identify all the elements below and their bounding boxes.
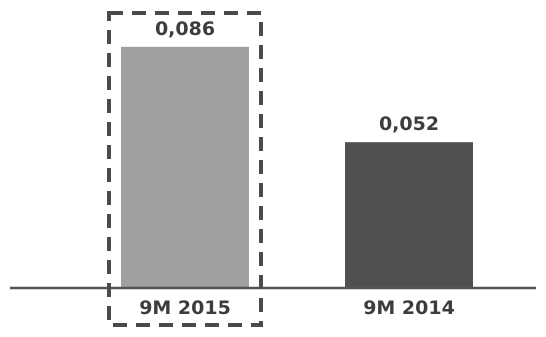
value-label-1: 0,052	[379, 113, 439, 135]
labels-layer: 0,086 9M 2015 0,052 9M 2014	[139, 18, 455, 319]
category-label-0: 9M 2015	[139, 297, 231, 319]
value-label-0: 0,086	[155, 18, 215, 40]
category-label-1: 9M 2014	[363, 297, 455, 319]
highlight-dashed-box	[107, 11, 263, 327]
bar-1	[345, 142, 473, 288]
bar-0	[121, 46, 249, 289]
bars-layer	[121, 46, 473, 289]
